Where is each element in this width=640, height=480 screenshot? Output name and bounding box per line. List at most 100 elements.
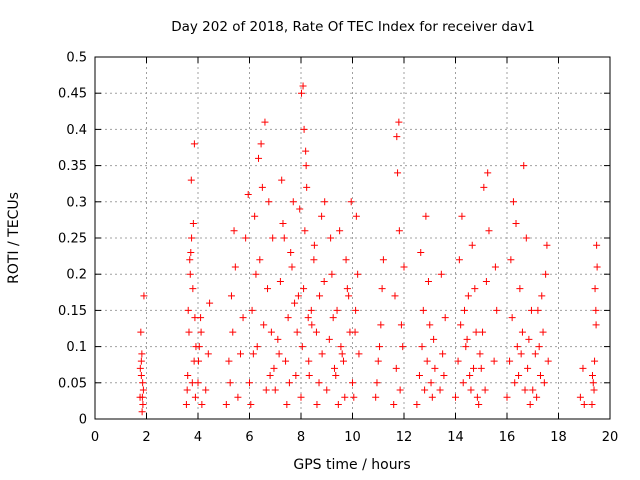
data-point	[418, 343, 426, 351]
data-point	[225, 357, 233, 365]
data-point	[312, 328, 320, 336]
data-point	[137, 357, 145, 365]
data-point	[479, 328, 487, 336]
data-point	[248, 306, 256, 314]
data-point	[352, 212, 360, 220]
data-point	[347, 198, 355, 206]
data-point	[396, 386, 404, 394]
data-point	[522, 234, 530, 242]
x-tick-label: 14	[447, 430, 464, 445]
x-tick-labels: 0 2 4 6 8 10 12 14 16 18 20	[91, 430, 618, 445]
data-point	[276, 277, 284, 285]
data-point	[544, 357, 552, 365]
data-point	[284, 314, 292, 322]
data-point	[424, 277, 432, 285]
data-point	[507, 256, 515, 264]
data-point	[394, 169, 402, 177]
data-point	[588, 372, 596, 380]
data-point	[197, 314, 205, 322]
data-point	[333, 306, 341, 314]
y-axis-label: ROTI / TECUs	[6, 192, 22, 284]
data-point	[591, 357, 599, 365]
data-point	[461, 306, 469, 314]
data-point	[535, 343, 543, 351]
data-point	[485, 227, 493, 235]
data-point	[255, 154, 263, 162]
data-point	[531, 350, 539, 358]
data-point	[441, 314, 449, 322]
data-point	[464, 292, 472, 300]
x-tick-label: 18	[550, 430, 567, 445]
data-point	[342, 256, 350, 264]
data-point	[334, 401, 342, 409]
data-point	[183, 386, 191, 394]
data-point	[308, 321, 316, 329]
data-point	[413, 401, 421, 409]
data-point	[320, 277, 328, 285]
data-point	[190, 140, 198, 148]
data-point	[350, 393, 358, 401]
data-point	[182, 401, 190, 409]
data-point	[592, 306, 600, 314]
data-point	[592, 321, 600, 329]
data-point	[303, 183, 311, 191]
data-point	[458, 212, 466, 220]
y-tick-label: 0.35	[58, 159, 87, 174]
data-point	[349, 379, 356, 387]
data-point	[468, 241, 476, 249]
data-point	[372, 393, 380, 401]
data-point	[256, 256, 264, 264]
data-point	[226, 379, 234, 387]
data-point	[300, 125, 308, 133]
x-tick-label: 8	[297, 430, 305, 445]
data-point	[204, 350, 212, 358]
data-point	[297, 393, 305, 401]
data-point	[318, 350, 326, 358]
x-tick-label: 10	[344, 430, 361, 445]
data-point	[440, 372, 448, 380]
data-point	[318, 212, 326, 220]
data-point	[336, 227, 344, 235]
data-point	[351, 328, 359, 336]
data-point	[239, 314, 247, 322]
data-point	[285, 379, 293, 387]
data-point	[590, 386, 598, 394]
data-point	[136, 364, 144, 372]
data-point	[269, 234, 277, 242]
data-point	[258, 183, 266, 191]
data-point	[421, 386, 429, 394]
data-point	[195, 343, 203, 351]
y-tick-label: 0.3	[66, 195, 87, 210]
data-point	[426, 321, 434, 329]
data-point	[300, 285, 308, 293]
data-points	[136, 82, 601, 416]
data-point	[515, 372, 523, 380]
data-point	[455, 256, 463, 264]
data-point	[262, 386, 270, 394]
data-point	[267, 328, 275, 336]
data-point	[376, 343, 384, 351]
data-point	[506, 357, 514, 365]
data-point	[439, 350, 447, 358]
data-point	[234, 393, 242, 401]
data-point	[419, 306, 427, 314]
data-point	[462, 343, 470, 351]
data-point	[591, 285, 599, 293]
y-tick-label: 0.45	[58, 87, 87, 102]
data-point	[316, 292, 324, 300]
data-point	[282, 357, 290, 365]
data-point	[229, 328, 237, 336]
data-point	[184, 306, 192, 314]
data-point	[298, 343, 306, 351]
data-point	[516, 285, 524, 293]
data-point	[518, 328, 526, 336]
data-point	[184, 372, 192, 380]
data-point	[315, 379, 323, 387]
data-point	[328, 270, 336, 278]
chart-title: Day 202 of 2018, Rate Of TEC Index for r…	[171, 19, 535, 35]
data-point	[593, 241, 601, 249]
data-point	[246, 379, 253, 387]
data-point	[525, 335, 533, 343]
data-point	[580, 401, 588, 409]
data-point	[191, 393, 199, 401]
